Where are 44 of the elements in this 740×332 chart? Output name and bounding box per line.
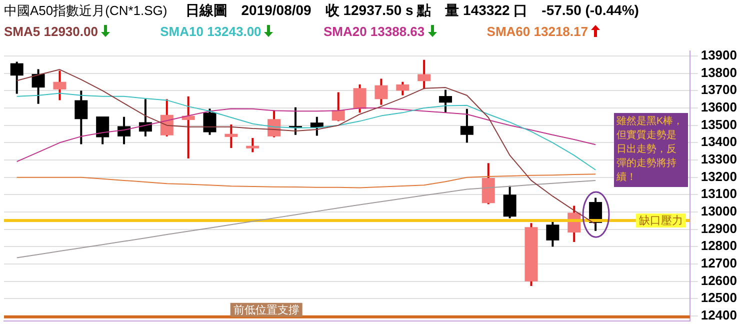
y-tick-label: 13900 bbox=[700, 48, 738, 63]
candlestick bbox=[74, 90, 88, 146]
ref-line-label: 前低位置支撐 bbox=[233, 303, 300, 316]
chart-title: 中國A50指數近月(CN*1.SG) bbox=[4, 2, 168, 20]
candlestick bbox=[96, 115, 110, 146]
text: SMA20 13388.63 bbox=[323, 24, 425, 38]
y-tick-label: 13300 bbox=[700, 152, 738, 167]
y-tick-label: 13800 bbox=[700, 64, 738, 80]
chart-subtitle: 日線圖 2019/08/09 收 12937.50 s 點 量 143322 口 -57.50 (-0.44%) bbox=[185, 2, 639, 20]
candlestick bbox=[353, 83, 366, 114]
candlestick bbox=[396, 80, 410, 96]
candlestick bbox=[439, 88, 452, 114]
candlestick bbox=[503, 184, 516, 220]
candlestick bbox=[332, 91, 345, 122]
y-tick-label: 12800 bbox=[700, 238, 738, 254]
y-tick-label: 13400 bbox=[700, 134, 738, 150]
y-tick-label: 12700 bbox=[700, 256, 738, 271]
candlestick bbox=[546, 220, 560, 248]
candlestick bbox=[374, 78, 388, 106]
y-tick-label: 13100 bbox=[700, 186, 738, 202]
candlestick bbox=[460, 108, 474, 144]
candlestick bbox=[53, 70, 66, 102]
y-tick-label: 13700 bbox=[700, 82, 738, 98]
ref-line-label: 缺口壓力 bbox=[638, 214, 683, 228]
candlestick bbox=[224, 123, 238, 150]
y-tick-label: 13000 bbox=[700, 204, 738, 219]
text: SMA10 13243.00 bbox=[160, 24, 262, 38]
text: SMA60 13218.17 bbox=[486, 24, 588, 38]
y-tick-label: 13200 bbox=[700, 168, 738, 184]
text: SMA5 12930.00 bbox=[4, 24, 98, 38]
candlestick bbox=[246, 136, 260, 154]
y-tick-label: 12500 bbox=[700, 290, 738, 306]
candlestick bbox=[32, 68, 45, 105]
y-tick-label: 12400 bbox=[700, 308, 738, 323]
y-tick-label: 13500 bbox=[700, 116, 738, 132]
candlestick bbox=[10, 60, 24, 95]
candlestick bbox=[418, 58, 431, 90]
y-tick-label: 12600 bbox=[700, 272, 738, 288]
candlestick bbox=[138, 98, 152, 138]
text: 雖然是黑K棒，但實質走勢是日出走勢，反彈的走勢將持續！ bbox=[614, 112, 688, 187]
y-tick-label: 12900 bbox=[700, 220, 738, 236]
candlestick bbox=[118, 116, 131, 146]
y-tick-label: 13600 bbox=[700, 100, 738, 115]
candlestick bbox=[203, 108, 216, 136]
